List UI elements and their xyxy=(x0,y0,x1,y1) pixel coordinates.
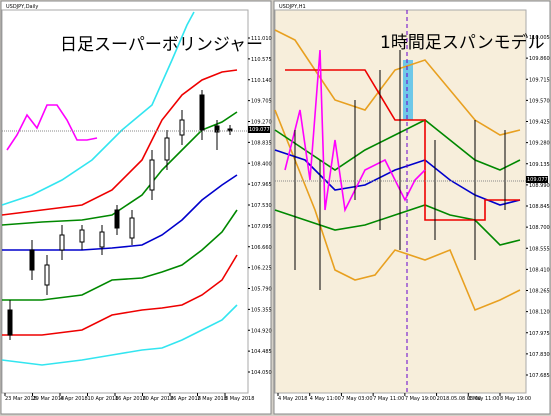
price-label: 104.485 xyxy=(251,349,272,355)
candles xyxy=(7,90,233,340)
price-label: 107.685 xyxy=(529,373,550,379)
date-label: 7 May 03:00 xyxy=(341,396,372,402)
price-label: 108.990 xyxy=(529,183,550,189)
price-label: 104.050 xyxy=(251,370,272,376)
date-label: 7 May 19:00 xyxy=(405,396,436,402)
date-label: 2018.05.08 03:00 xyxy=(437,396,482,402)
plot xyxy=(1,9,249,394)
date-label: 20 Apr 2018 xyxy=(143,396,174,402)
price-label: 108.410 xyxy=(529,267,550,273)
price-label: 108.400 xyxy=(251,161,272,167)
price-label: 109.570 xyxy=(529,98,550,104)
date-label: 8 May 2018 xyxy=(225,396,254,402)
date-label: 2 May 2018 xyxy=(198,396,227,402)
date-label: 4 May 11:00 xyxy=(310,396,341,402)
price-label: 105.355 xyxy=(251,307,272,313)
window-title: USDJPY,H1 xyxy=(279,4,306,10)
price-label: 109.705 xyxy=(251,99,272,105)
price-label: 110.140 xyxy=(251,78,272,84)
price-tag xyxy=(526,176,548,183)
price-tag xyxy=(248,126,270,133)
date-label: 16 Apr 2018 xyxy=(115,396,146,402)
price-label: 108.835 xyxy=(251,140,272,146)
h1-chart: USDJPY,H1 1時間足スパンモデル 109.077 110.005 109.… xyxy=(273,0,551,415)
window-title: USDJPY,Daily xyxy=(6,4,38,10)
date-label: 4 Apr 2018 xyxy=(60,396,88,402)
band xyxy=(1,304,238,366)
price-label: 109.425 xyxy=(529,120,550,126)
price-label: 107.965 xyxy=(251,182,272,188)
price-label: 106.225 xyxy=(251,266,272,272)
date-axis: 4 May 2018 4 May 11:00 7 May 03:00 7 May 11… xyxy=(277,393,531,402)
daily-chart: USDJPY,Daily 日足スーパーボリンジャー 109.077 111.01… xyxy=(0,0,272,415)
overlay-title: 1時間足スパンモデル xyxy=(380,32,545,53)
date-label: 8 May 11:00 xyxy=(468,396,499,402)
price-label: 108.265 xyxy=(529,289,550,295)
price-label: 111.010 xyxy=(251,36,272,42)
date-label: 7 May 11:00 xyxy=(373,396,404,402)
price-label: 110.005 xyxy=(529,35,550,41)
overlay-title: 日足スーパーボリンジャー xyxy=(60,35,263,55)
price-label: 104.920 xyxy=(251,328,272,334)
date-label: 26 Apr 2018 xyxy=(170,396,201,402)
band xyxy=(1,11,195,206)
indicators xyxy=(274,10,526,393)
price-label: 109.860 xyxy=(529,56,550,62)
band xyxy=(1,69,238,216)
current-price: 109.077 xyxy=(527,177,548,183)
price-label: 109.280 xyxy=(529,141,550,147)
price-label: 108.120 xyxy=(529,310,550,316)
price-label: 107.975 xyxy=(529,331,550,337)
price-label: 107.530 xyxy=(251,203,272,209)
date-label: 29 Mar 2018 xyxy=(33,396,65,402)
price-label: 108.555 xyxy=(529,246,550,252)
band xyxy=(2,209,238,301)
chikou xyxy=(6,104,98,151)
highlight xyxy=(403,60,413,120)
indicators xyxy=(1,11,248,366)
price-label: 107.830 xyxy=(529,352,550,358)
price-axis: 111.010 110.575 110.140 109.705 109.270 108.8… xyxy=(248,36,272,376)
date-label: 8 May 19:00 xyxy=(500,396,531,402)
price-label: 108.700 xyxy=(529,225,550,231)
price-label: 109.715 xyxy=(529,77,550,83)
price-label: 109.135 xyxy=(529,162,550,168)
price-axis: 110.005 109.860 109.715 109.570 109.425 109.2… xyxy=(526,35,550,379)
band xyxy=(2,254,238,336)
price-label: 106.660 xyxy=(251,245,272,251)
current-price: 109.077 xyxy=(249,127,270,133)
price-label: 110.575 xyxy=(251,57,272,63)
price-label: 108.845 xyxy=(529,204,550,210)
date-label: 23 Mar 2018 xyxy=(5,396,37,402)
price-label: 107.095 xyxy=(251,224,272,230)
price-label: 109.270 xyxy=(251,120,272,126)
date-label: 4 May 2018 xyxy=(278,396,307,402)
date-label: 10 Apr 2018 xyxy=(88,396,119,402)
price-label: 105.790 xyxy=(251,287,272,293)
